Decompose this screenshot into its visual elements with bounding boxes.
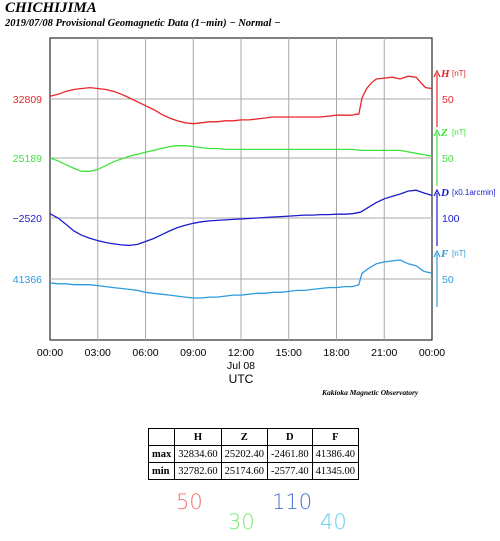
series-scale-z: 50 [442, 153, 454, 165]
series-name-h: H [440, 68, 450, 80]
series-unit-h: [nT] [452, 69, 466, 78]
series-unit-d: [x0.1arcmin] [452, 188, 496, 197]
scale-arrowhead-h [433, 69, 441, 78]
x-tick-label: 15:00 [276, 347, 302, 359]
scale-arrowhead-d [433, 188, 441, 197]
x-tick-label: 09:00 [180, 347, 206, 359]
stats-cell: 32782.60 [174, 462, 222, 480]
scale-note-d: 110 [272, 490, 313, 514]
stats-header-blank [147, 428, 176, 446]
series-name-f: F [440, 248, 449, 260]
ref-label-h: 32809 [13, 94, 42, 106]
series-line-f [49, 259, 433, 299]
series-name-d: D [440, 187, 449, 199]
scale-arrowhead-z [433, 128, 441, 137]
ref-label-f: 41366 [13, 274, 42, 286]
x-tick-label: 00:00 [37, 347, 63, 359]
series-unit-z: [nT] [452, 128, 466, 137]
stats-cell: 32834.60 [174, 445, 222, 463]
stats-cell: 41386.40 [311, 445, 360, 463]
stats-row-min: min 32782.60 25174.60 -2577.40 41345.00 [147, 462, 360, 480]
stats-header-z: Z [220, 428, 269, 446]
stats-header-d: D [267, 428, 313, 446]
scale-note-z: 30 [228, 510, 255, 534]
series-scale-h: 50 [442, 94, 454, 106]
x-tick-label: 03:00 [85, 347, 111, 359]
ref-label-z: 25189 [13, 153, 42, 165]
series-line-h [49, 75, 433, 125]
scale-note-f: 40 [320, 510, 347, 534]
x-tick-label: 00:00 [419, 347, 445, 359]
stats-row-max: max 32834.60 25202.40 -2461.80 41386.40 [147, 445, 360, 463]
series-line-z [49, 145, 433, 172]
stats-cell: -2577.40 [267, 462, 313, 480]
series-name-z: Z [440, 127, 448, 139]
chart-subtitle: 2019/07/08 Provisional Geomagnetic Data … [5, 18, 281, 29]
series-unit-f: [nT] [452, 249, 466, 258]
stats-row-label: max [147, 445, 176, 463]
x-tick-label: 18:00 [323, 347, 349, 359]
station-title: CHICHIJIMA [5, 0, 97, 16]
scale-note-h: 50 [176, 490, 203, 514]
series-scale-f: 50 [442, 274, 454, 286]
stats-header-h: H [174, 428, 222, 446]
geomagnetic-chart: 00:00 03:00 06:00 09:00 12:00 15:00 18:00 21:00… [13, 37, 496, 386]
stats-cell: 41345.00 [311, 462, 360, 480]
x-tick-label: 12:00 [228, 347, 254, 359]
x-axis-title: UTC [229, 372, 254, 386]
stats-header-row: H Z D F [147, 428, 360, 446]
x-date-label: Jul 08 [227, 360, 255, 372]
series-line-d [49, 189, 433, 247]
stats-row-label: min [147, 462, 176, 480]
stats-header-f: F [311, 428, 360, 446]
x-tick-label: 21:00 [371, 347, 397, 359]
stats-cell: -2461.80 [267, 445, 313, 463]
stats-table: H Z D F max 32834.60 25202.40 -2461.80 4… [147, 428, 360, 480]
series-scale-d: 100 [442, 213, 460, 225]
stats-cell: 25174.60 [220, 462, 269, 480]
observatory-credit: Kakioka Magnetic Observatory [322, 388, 419, 397]
stats-cell: 25202.40 [220, 445, 269, 463]
x-tick-label: 06:00 [132, 347, 158, 359]
scale-arrowhead-f [433, 249, 441, 258]
ref-label-d: −2520 [13, 213, 43, 225]
